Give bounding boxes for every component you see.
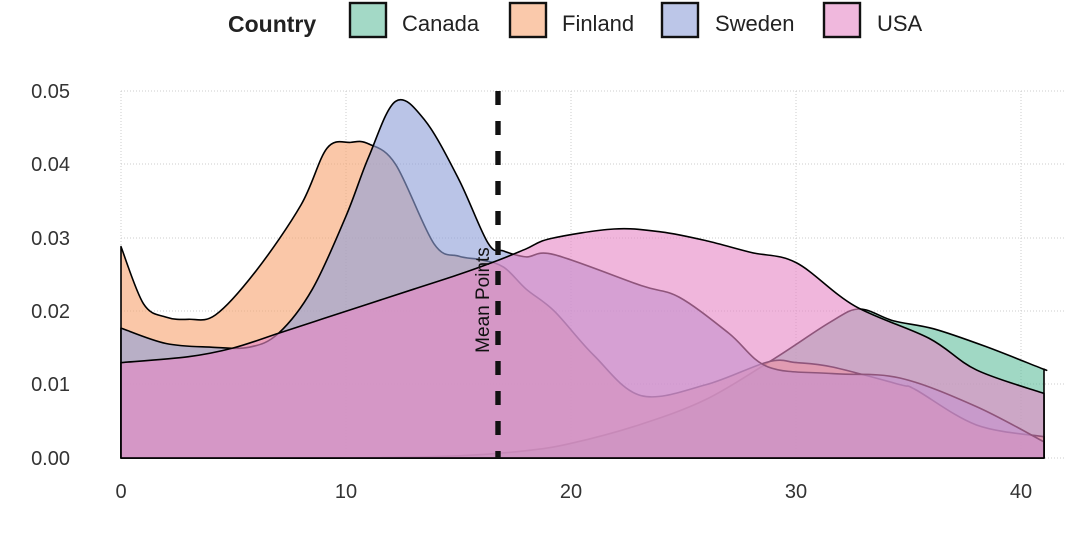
svg-text:0.03: 0.03 [31, 228, 70, 250]
svg-text:0.05: 0.05 [31, 81, 70, 103]
svg-text:40: 40 [1010, 481, 1032, 503]
svg-text:Canada: Canada [402, 11, 480, 36]
svg-text:Finland: Finland [562, 11, 634, 36]
svg-text:30: 30 [785, 481, 807, 503]
svg-text:20: 20 [560, 481, 582, 503]
svg-text:USA: USA [877, 11, 923, 36]
svg-text:Country: Country [228, 11, 316, 37]
svg-text:Mean Points: Mean Points [473, 247, 494, 353]
svg-text:0: 0 [115, 481, 126, 503]
svg-text:0.00: 0.00 [31, 448, 70, 470]
svg-text:0.04: 0.04 [31, 154, 70, 176]
svg-text:10: 10 [335, 481, 357, 503]
svg-text:Sweden: Sweden [715, 11, 795, 36]
svg-text:0.01: 0.01 [31, 374, 70, 396]
svg-text:0.02: 0.02 [31, 301, 70, 323]
